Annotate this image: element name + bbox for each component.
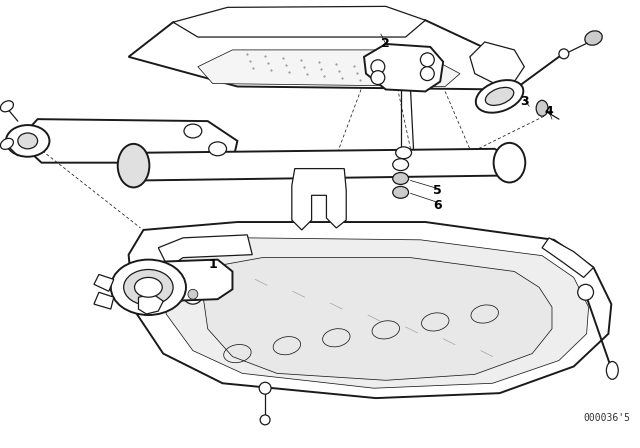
Polygon shape [129, 149, 515, 181]
Ellipse shape [536, 100, 548, 116]
Ellipse shape [606, 362, 618, 379]
Ellipse shape [183, 284, 203, 304]
Ellipse shape [485, 87, 514, 105]
Ellipse shape [393, 172, 408, 185]
Polygon shape [198, 50, 460, 86]
Ellipse shape [188, 289, 198, 299]
Text: 3: 3 [520, 95, 529, 108]
Polygon shape [163, 238, 589, 388]
Polygon shape [364, 44, 443, 91]
Polygon shape [94, 275, 114, 291]
Text: 5: 5 [433, 184, 442, 197]
Polygon shape [129, 222, 611, 398]
Ellipse shape [124, 270, 173, 305]
Text: 6: 6 [433, 199, 442, 212]
Polygon shape [94, 292, 114, 309]
Ellipse shape [1, 101, 13, 112]
Ellipse shape [111, 259, 186, 315]
Ellipse shape [393, 159, 408, 171]
Ellipse shape [134, 277, 162, 297]
Ellipse shape [371, 71, 385, 85]
Polygon shape [203, 258, 552, 380]
Text: 4: 4 [545, 105, 554, 118]
Polygon shape [158, 235, 252, 267]
Ellipse shape [259, 382, 271, 394]
Ellipse shape [18, 133, 38, 149]
Ellipse shape [118, 144, 149, 187]
Ellipse shape [476, 80, 524, 113]
Ellipse shape [371, 60, 385, 73]
Polygon shape [470, 42, 524, 83]
Text: 000036'5: 000036'5 [584, 413, 630, 423]
Ellipse shape [585, 31, 602, 45]
Ellipse shape [1, 138, 13, 149]
Ellipse shape [209, 142, 227, 156]
Ellipse shape [420, 67, 435, 81]
Ellipse shape [420, 53, 435, 67]
Polygon shape [129, 20, 515, 90]
Text: 1: 1 [208, 258, 217, 271]
Ellipse shape [260, 415, 270, 425]
Polygon shape [143, 259, 232, 301]
Ellipse shape [559, 49, 569, 59]
Polygon shape [138, 294, 163, 314]
Ellipse shape [393, 186, 408, 198]
Polygon shape [292, 168, 346, 230]
Ellipse shape [396, 147, 412, 159]
Ellipse shape [6, 125, 49, 157]
Polygon shape [18, 119, 237, 163]
Text: 2: 2 [381, 38, 390, 51]
Ellipse shape [578, 284, 593, 300]
Ellipse shape [184, 124, 202, 138]
Ellipse shape [493, 143, 525, 182]
Polygon shape [173, 6, 426, 37]
Polygon shape [542, 238, 593, 277]
